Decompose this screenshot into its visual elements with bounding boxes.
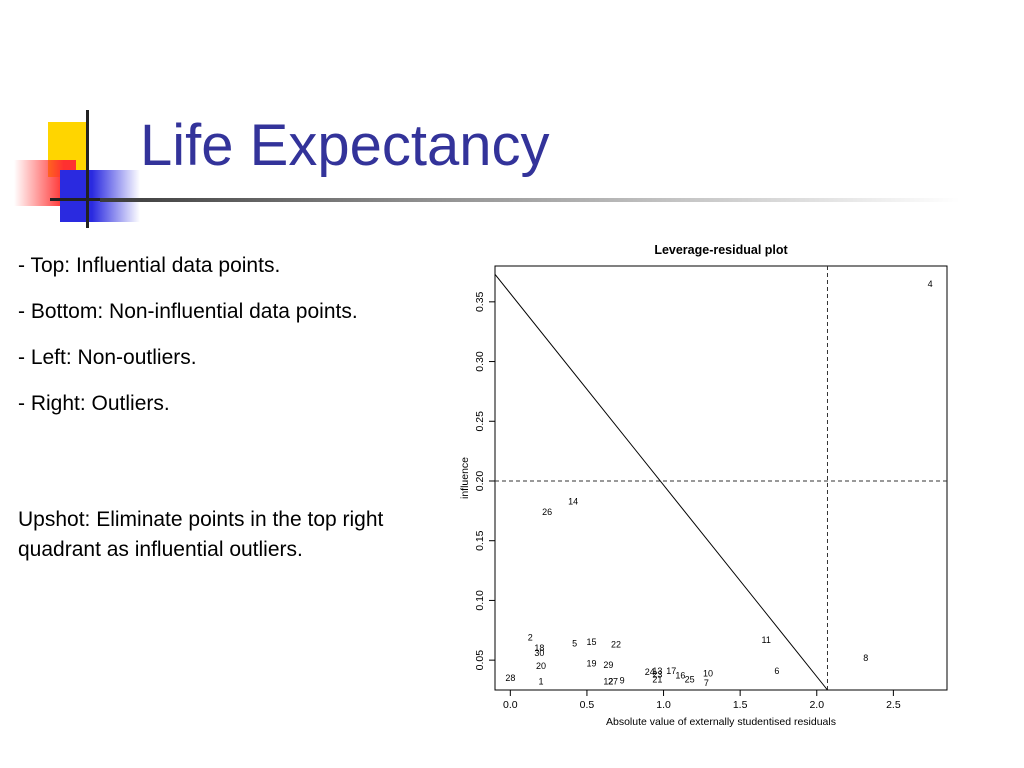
point-label: 18 [534, 643, 544, 653]
y-tick-label: 0.10 [474, 590, 486, 611]
y-tick-label: 0.20 [474, 471, 486, 492]
point-label: 19 [587, 659, 597, 669]
logo-blue-square [60, 170, 140, 222]
chart-title: Leverage-residual plot [654, 243, 788, 257]
point-label: 8 [863, 653, 868, 663]
point-label: 4 [928, 279, 933, 289]
title-underline [100, 198, 960, 202]
bullet-item: - Top: Influential data points. [18, 254, 281, 277]
influence-boundary-line [494, 274, 828, 691]
x-tick-label: 0.5 [580, 699, 595, 711]
point-label: 20 [536, 661, 546, 671]
logo-vertical-line [86, 110, 89, 228]
upshot-text: Upshot: Eliminate points in the top righ… [18, 508, 384, 561]
data-points: 1245678910111213141516171819202122232425… [505, 279, 932, 688]
reference-lines [494, 266, 947, 691]
point-label: 7 [704, 678, 709, 688]
point-label: 15 [587, 637, 597, 647]
y-tick-label: 0.30 [474, 351, 486, 372]
point-label: 28 [505, 673, 515, 683]
bullet-item: - Left: Non-outliers. [18, 346, 197, 369]
point-label: 25 [685, 674, 695, 684]
y-tick-label: 0.25 [474, 411, 486, 432]
point-label: 26 [542, 507, 552, 517]
point-label: 22 [611, 640, 621, 650]
point-label: 30 [534, 648, 544, 658]
bullet-item: - Bottom: Non-influential data points. [18, 300, 358, 323]
y-tick-label: 0.05 [474, 650, 486, 671]
x-tick-label: 2.5 [886, 699, 901, 711]
point-label: 21 [652, 674, 662, 684]
point-label: 17 [666, 666, 676, 676]
x-axis-label: Absolute value of externally studentised… [606, 716, 836, 728]
y-tick-label: 0.35 [474, 291, 486, 312]
point-label: 9 [620, 675, 625, 685]
decorative-logo [0, 100, 150, 240]
point-label: 6 [774, 666, 779, 676]
point-label: 1 [538, 677, 543, 687]
point-label: 23 [652, 669, 662, 679]
x-tick-label: 0.0 [503, 699, 518, 711]
x-tick-label: 2.0 [809, 699, 824, 711]
slide-title: Life Expectancy [140, 113, 550, 178]
point-label: 13 [652, 666, 662, 676]
leverage-residual-chart: Leverage-residual plot 0.0 0.5 1.0 1.5 2.0 2.… [459, 243, 948, 728]
point-label: 2 [528, 632, 533, 642]
logo-horizontal-line [50, 198, 145, 201]
plot-frame [494, 265, 948, 691]
point-label: 5 [572, 638, 577, 648]
point-label: 14 [568, 496, 578, 506]
x-tick-label: 1.5 [733, 699, 748, 711]
axes: 0.0 0.5 1.0 1.5 2.0 2.5 0.05 0.10 0.15 0.20 0.25 0.… [474, 291, 901, 711]
point-label: 11 [762, 635, 771, 645]
y-axis-label: influence [459, 457, 471, 499]
y-tick-label: 0.15 [474, 530, 486, 551]
point-label: 24 [645, 667, 655, 677]
bullet-list: - Top: Influential data points. - Bottom… [18, 254, 458, 438]
point-label: 27 [608, 677, 618, 687]
point-label: 16 [675, 671, 685, 681]
bullet-item: - Right: Outliers. [18, 392, 170, 415]
point-label: 29 [603, 660, 613, 670]
point-label: 10 [703, 668, 713, 678]
point-label: 12 [603, 677, 613, 687]
x-tick-label: 1.0 [656, 699, 671, 711]
